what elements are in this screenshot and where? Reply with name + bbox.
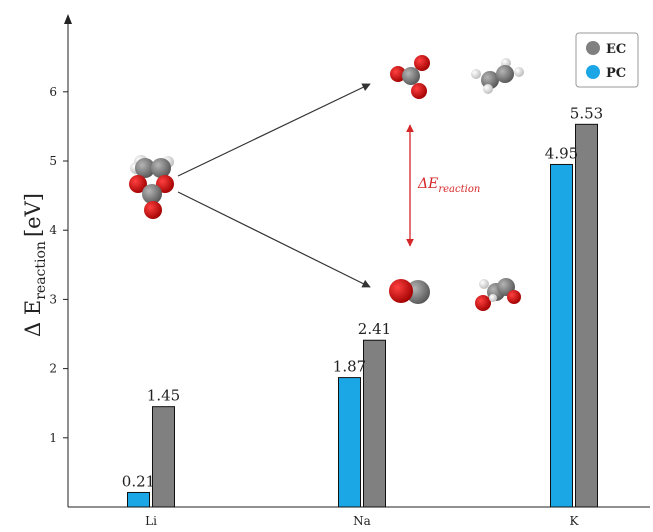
bar-pc-na [338,377,361,508]
energy-difference-label: ΔEreaction [417,176,480,195]
legend-marker-ec [586,41,600,55]
bar-pc-li [127,491,150,508]
data-label-ec-li: 1.45 [147,387,180,405]
category-label-li: Li [145,514,157,528]
data-label-pc-na: 1.87 [333,358,366,376]
data-label-ec-na: 2.41 [358,320,391,338]
product-fragment-molecule-icon [475,278,521,311]
y-tick-label-6: 6 [49,85,57,99]
reaction-arrow-upper [177,83,371,177]
category-label-na: Na [353,514,371,528]
product-ethylene-molecule-icon [471,58,524,94]
product-co-molecule-icon [389,279,430,304]
bar-ec-li [152,406,175,508]
data-label-pc-li: 0.21 [122,472,155,490]
bar-ec-na [363,339,386,508]
legend: EC PC [575,32,639,88]
reaction-arrow-lower [177,191,371,288]
reactant-carbonate-molecule-icon [129,155,174,219]
bar-ec-k [575,123,598,508]
y-axis-label: Δ Ereaction[eV] [21,193,49,337]
y-tick-label-3: 3 [49,292,57,306]
y-tick-label-5: 5 [49,154,57,168]
legend-marker-pc [586,65,600,79]
data-label-pc-k: 4.95 [545,144,578,162]
legend-label-pc: PC [606,66,626,81]
y-tick-label-2: 2 [49,362,57,376]
product-co2-molecule-icon [390,55,430,99]
y-axis-arrow [64,14,72,24]
y-tick-label-1: 1 [49,431,57,445]
data-label-ec-k: 5.53 [570,104,603,122]
category-label-k: K [570,514,580,528]
y-tick-label-4: 4 [49,223,57,237]
legend-label-ec: EC [606,42,626,57]
bar-pc-k [550,163,573,508]
